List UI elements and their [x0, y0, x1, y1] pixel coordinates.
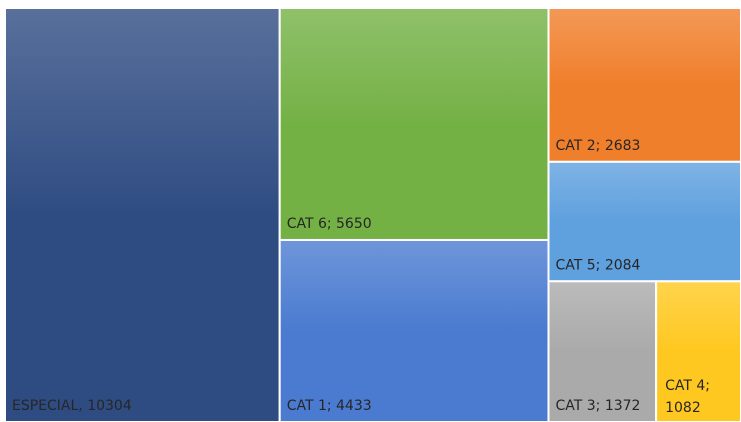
tile — [547, 7, 741, 163]
tile — [278, 238, 550, 422]
tile — [655, 280, 741, 422]
tile-label: CAT 1; 4433 — [287, 398, 372, 414]
tile — [4, 7, 281, 422]
tile-label: CAT 4; 1082 — [665, 378, 710, 416]
tile-label: ESPECIAL, 10304 — [12, 398, 132, 414]
tile — [278, 7, 550, 241]
tile-label: CAT 6; 5650 — [287, 216, 372, 232]
tile — [547, 280, 658, 422]
tile-label: CAT 2; 2683 — [555, 138, 640, 154]
tile — [547, 160, 741, 283]
tile-label: CAT 5; 2084 — [555, 257, 640, 273]
tile-label: CAT 3; 1372 — [555, 398, 640, 414]
